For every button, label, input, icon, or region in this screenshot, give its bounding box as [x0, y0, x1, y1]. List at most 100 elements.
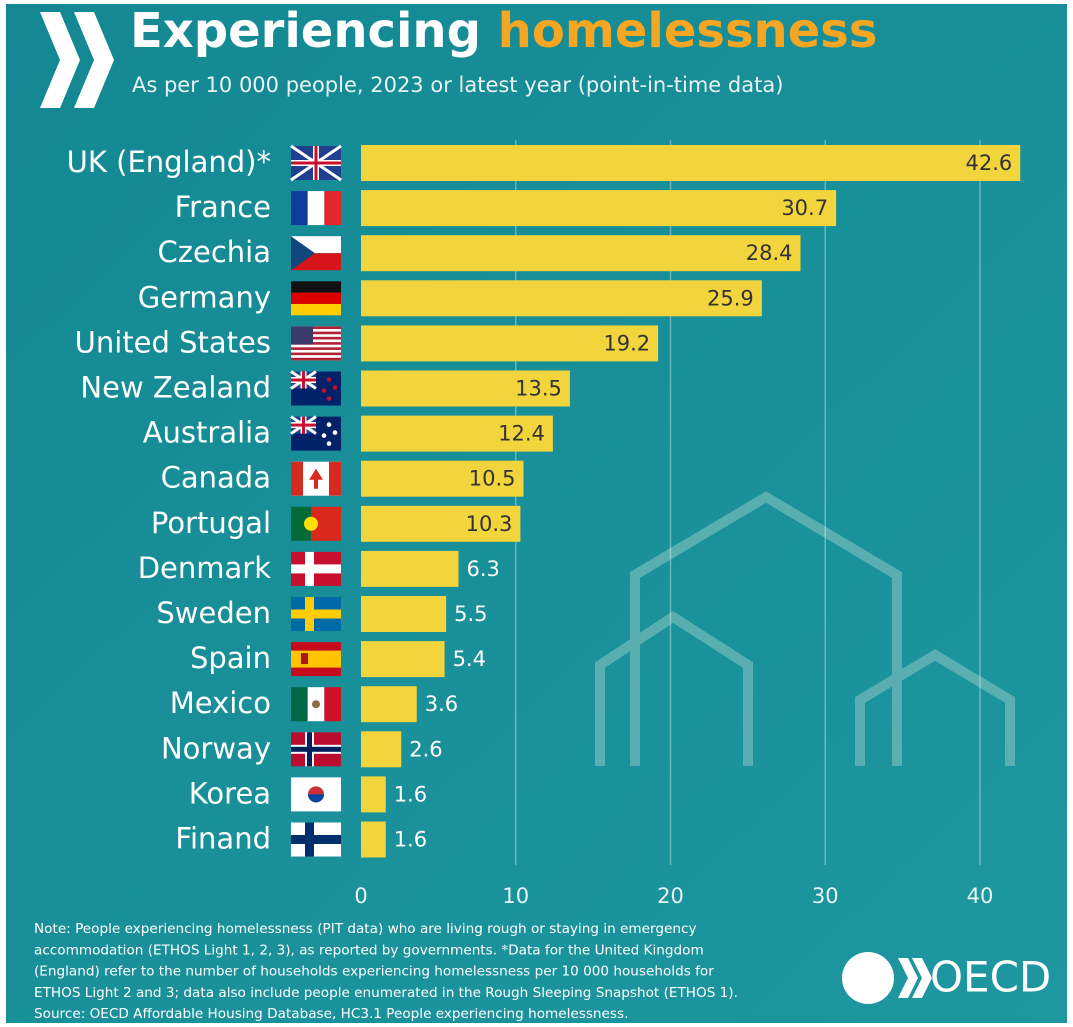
- flag-part: [291, 506, 311, 541]
- flag: [291, 642, 341, 677]
- chevron-logo: [40, 12, 114, 108]
- flag-part: [291, 564, 341, 574]
- chevron: [912, 958, 932, 998]
- flag: [290, 144, 342, 182]
- flag: [290, 370, 341, 406]
- flag-part: [332, 430, 338, 435]
- flag-part: [291, 161, 341, 165]
- flag-part: [291, 423, 316, 427]
- note-line: ETHOS Light 2 and 3; data also include p…: [34, 985, 738, 1001]
- house-decoration: [595, 491, 1015, 766]
- flag: [291, 281, 341, 316]
- value-label: 19.2: [603, 331, 650, 355]
- flag-part: [291, 357, 341, 361]
- flag-part: [291, 342, 341, 345]
- bar: [361, 686, 417, 723]
- note-line: Source: OECD Affordable Housing Database…: [34, 1006, 628, 1022]
- value-label: 1.6: [394, 782, 427, 806]
- flag-part: [332, 385, 338, 390]
- value-label: 2.6: [409, 737, 442, 761]
- flag-part: [308, 794, 324, 803]
- flag: [291, 461, 341, 496]
- bar: [361, 415, 553, 452]
- flag-part: [312, 700, 320, 709]
- flag-part: [329, 461, 341, 496]
- flag-part: [291, 687, 308, 722]
- y-tick-label: Finand: [175, 822, 271, 856]
- y-tick-label: Portugal: [151, 506, 271, 540]
- flag-part: [307, 191, 325, 226]
- y-tick-label: Czechia: [158, 235, 271, 269]
- flag-part: [326, 377, 332, 382]
- flag-part: [326, 396, 332, 401]
- flag-part: [291, 331, 341, 335]
- flag-part: [291, 461, 303, 496]
- flag-part: [291, 746, 341, 752]
- bar: [361, 235, 801, 272]
- bar: [361, 460, 524, 497]
- flag-part: [291, 835, 341, 844]
- value-label: 3.6: [425, 692, 458, 716]
- value-label: 10.3: [466, 512, 513, 536]
- y-tick-label: Denmark: [138, 551, 271, 585]
- y-tick-label: Germany: [138, 280, 271, 314]
- y-tick-label: UK (England)*: [67, 145, 271, 179]
- flag-part: [291, 326, 341, 330]
- flag-part: [291, 236, 315, 271]
- bar: [361, 776, 386, 813]
- flag: [291, 326, 341, 361]
- bar: [361, 596, 447, 632]
- value-label: 12.4: [498, 422, 545, 446]
- flag-part: [326, 441, 332, 446]
- x-tick-label: 10: [502, 884, 529, 908]
- bar: [361, 325, 659, 362]
- chart-title: Experiencing homelessness: [130, 3, 877, 59]
- bar: [361, 370, 570, 407]
- flag-part: [291, 326, 313, 345]
- y-tick-label: United States: [75, 325, 271, 359]
- flag-part: [304, 516, 318, 531]
- note-line: (England) refer to the number of househo…: [34, 964, 714, 980]
- bar: [361, 821, 386, 858]
- y-tick-label: Spain: [190, 641, 271, 675]
- bar: [361, 280, 762, 317]
- bar: [361, 505, 521, 542]
- flag: [291, 191, 341, 226]
- flag-part: [321, 388, 327, 393]
- flag-part: [291, 609, 341, 619]
- y-tick-label: Australia: [143, 416, 271, 450]
- title-part: homelessness: [498, 3, 878, 59]
- logo-text: OECD: [930, 953, 1051, 1002]
- flag-part: [309, 468, 323, 489]
- flag-part: [324, 687, 341, 722]
- flag-part: [291, 336, 341, 340]
- value-label: 42.6: [965, 151, 1012, 175]
- subtitle: As per 10 000 people, 2023 or latest yea…: [132, 73, 783, 97]
- flag-part: [291, 191, 308, 226]
- y-tick-label: Mexico: [170, 686, 271, 720]
- value-label: 6.3: [466, 557, 499, 581]
- oecd-logo: OECD: [842, 952, 1051, 1004]
- flag-part: [326, 422, 332, 427]
- bar: [361, 145, 1021, 181]
- x-tick-label: 0: [354, 884, 367, 908]
- y-tick-label: Norway: [161, 731, 271, 765]
- flag-part: [291, 650, 341, 668]
- globe: [842, 952, 894, 1004]
- bar: [361, 550, 459, 587]
- value-label: 10.5: [469, 467, 516, 491]
- flag: [291, 777, 341, 812]
- x-tick-label: 40: [967, 884, 994, 908]
- bar: [361, 731, 402, 768]
- flag-part: [324, 191, 341, 226]
- flag: [291, 236, 341, 271]
- flag-part: [291, 352, 341, 356]
- flag: [291, 822, 341, 857]
- flag-part: [301, 653, 308, 665]
- flag: [291, 597, 341, 631]
- value-label: 30.7: [781, 196, 828, 220]
- title-part: Experiencing: [130, 3, 481, 59]
- y-tick-label: Sweden: [156, 596, 271, 630]
